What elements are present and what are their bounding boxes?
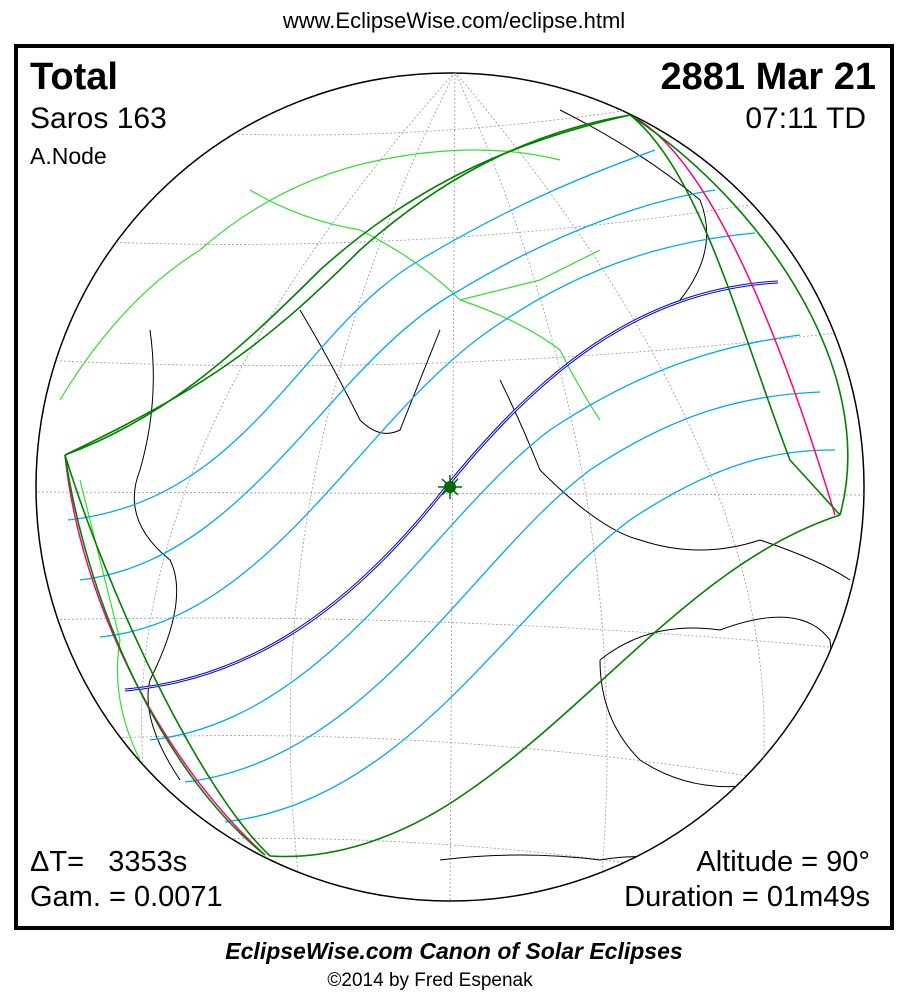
gamma: Gam. = 0.0071 — [30, 881, 223, 913]
source-url: www.EclipseWise.com/eclipse.html — [282, 8, 626, 33]
eclipse-type: Total — [30, 56, 118, 98]
eclipse-date: 2881 Mar 21 — [660, 56, 877, 98]
canon-title: EclipseWise.com Canon of Solar Eclipses — [225, 938, 683, 964]
eclipse-time: 07:11 TD — [745, 102, 866, 135]
central-line-inner — [124, 281, 779, 691]
greatest-eclipse-marker — [438, 475, 462, 499]
delta-t: ΔT= 3353s — [30, 846, 188, 878]
saros-number: Saros 163 — [30, 102, 167, 135]
copyright: ©2014 by Fred Espenak — [327, 970, 533, 991]
country-borders — [59, 149, 601, 761]
penumbral-limits — [64, 114, 849, 858]
map-frame — [14, 44, 894, 930]
altitude: Altitude = 90° — [696, 846, 870, 878]
duration: Duration = 01m49s — [624, 881, 870, 913]
magnitude-lines — [67, 149, 836, 823]
node: A.Node — [30, 143, 107, 169]
